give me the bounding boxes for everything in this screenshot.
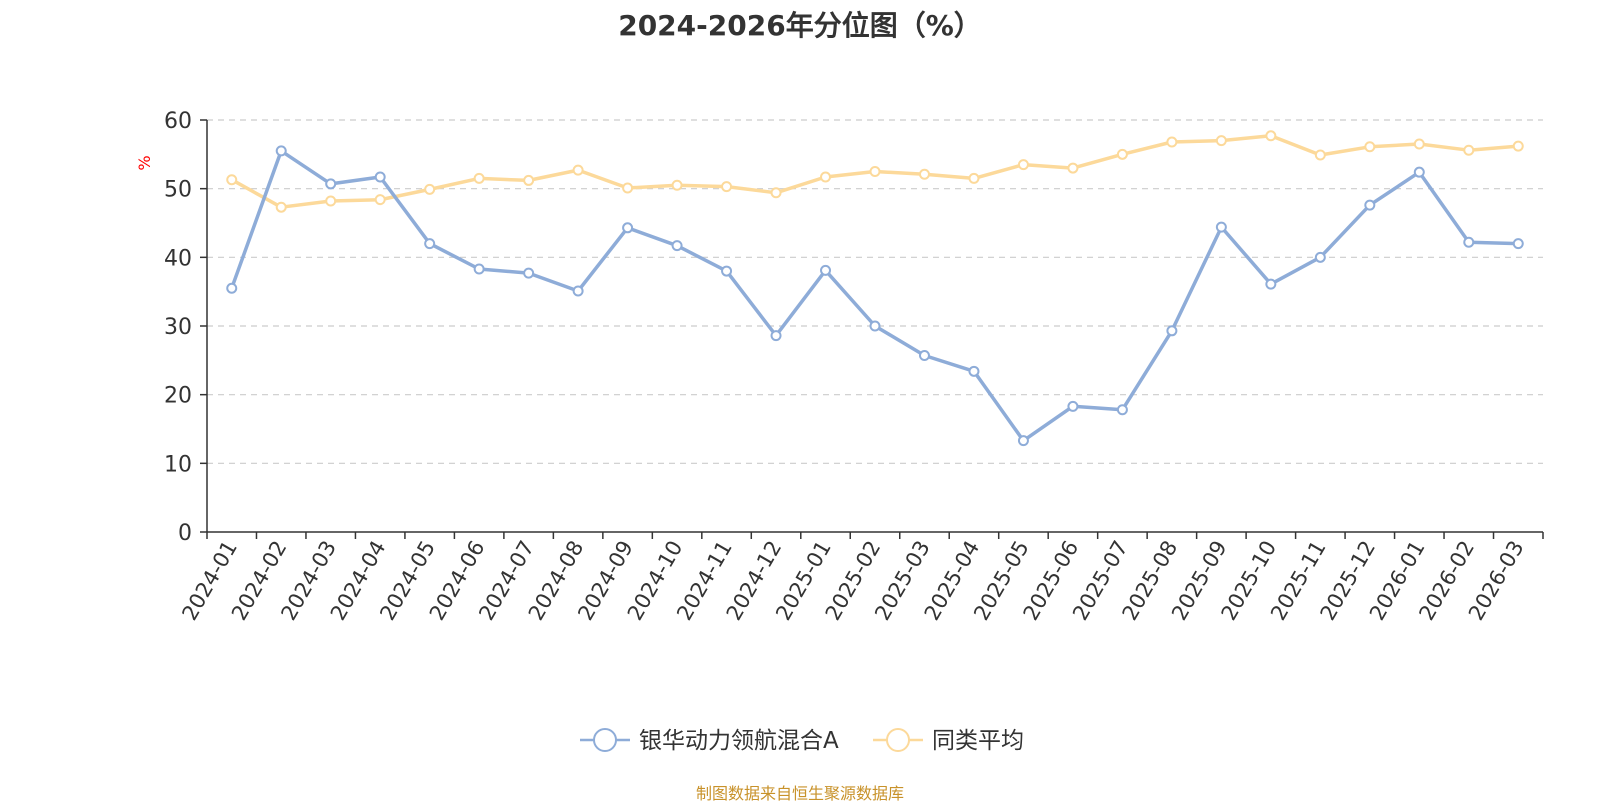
data-point <box>770 187 782 199</box>
data-point <box>1067 400 1079 412</box>
data-point <box>1463 144 1475 156</box>
data-point <box>1314 149 1326 161</box>
data-point <box>1166 136 1178 148</box>
data-point <box>473 263 485 275</box>
data-point <box>671 179 683 191</box>
data-point <box>325 195 337 207</box>
data-point <box>1166 325 1178 337</box>
chart-title: 2024-2026年分位图（%） <box>618 9 982 42</box>
data-point <box>869 166 881 177</box>
data-point <box>374 171 386 183</box>
source-note: 制图数据来自恒生聚源数据库 <box>695 784 904 803</box>
data-point <box>275 145 287 157</box>
data-point <box>1265 130 1277 142</box>
data-point <box>622 222 634 234</box>
data-point <box>1364 141 1376 153</box>
data-point <box>869 320 881 332</box>
data-point <box>721 181 733 193</box>
data-point <box>622 182 634 194</box>
data-point <box>523 174 535 186</box>
data-point <box>1413 166 1425 178</box>
y-tick-label: 10 <box>164 452 192 477</box>
legend-marker <box>593 728 617 752</box>
data-point <box>820 264 832 276</box>
data-point <box>770 330 782 342</box>
data-point <box>1512 140 1524 152</box>
data-point <box>1314 251 1326 263</box>
legend-label: 银华动力领航混合A <box>639 728 839 754</box>
y-tick-label: 20 <box>164 384 192 409</box>
legend-label: 同类平均 <box>932 728 1024 754</box>
data-point <box>1215 135 1227 147</box>
data-point <box>1116 404 1128 416</box>
data-point <box>1067 162 1079 174</box>
data-point <box>1265 278 1277 290</box>
data-point <box>968 365 980 377</box>
y-tick-label: 40 <box>164 246 192 271</box>
data-point <box>572 164 584 176</box>
data-point <box>325 178 337 190</box>
data-point <box>671 240 683 252</box>
data-point <box>1017 159 1029 171</box>
data-point <box>968 172 980 184</box>
data-point <box>275 201 287 213</box>
data-point <box>918 350 930 362</box>
data-point <box>523 267 535 279</box>
y-tick-label: 0 <box>178 521 192 546</box>
data-point <box>1413 138 1425 150</box>
data-point <box>918 168 930 180</box>
y-tick-label: 50 <box>164 178 192 203</box>
data-point <box>820 171 832 183</box>
legend-marker <box>886 728 910 752</box>
data-point <box>473 172 485 184</box>
line-chart: 0102030405060%2024-012024-022024-032024-… <box>135 109 1544 754</box>
data-point <box>721 265 733 277</box>
y-axis-label: % <box>135 155 154 170</box>
data-point <box>226 282 238 294</box>
series-line <box>230 149 1519 443</box>
data-point <box>1116 148 1128 160</box>
y-tick-label: 30 <box>164 315 192 340</box>
data-point <box>1364 199 1376 211</box>
data-point <box>424 183 436 195</box>
data-point <box>226 174 238 186</box>
data-point <box>572 285 584 297</box>
data-point <box>424 238 436 250</box>
y-tick-label: 60 <box>164 109 192 134</box>
data-point <box>1017 435 1029 447</box>
data-point <box>1463 236 1475 248</box>
data-point <box>374 194 386 206</box>
data-point <box>1512 238 1524 250</box>
data-point <box>1215 221 1227 233</box>
